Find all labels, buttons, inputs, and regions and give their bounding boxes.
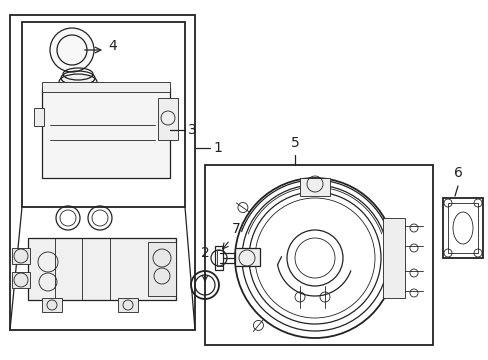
Text: 6: 6 [453, 166, 462, 180]
Bar [382, 218, 404, 298]
Text: 1: 1 [213, 141, 222, 155]
Text: 4: 4 [108, 39, 117, 53]
Circle shape [50, 28, 94, 72]
Bar [299, 178, 329, 196]
Text: 2: 2 [200, 246, 209, 260]
Bar [217, 250, 223, 266]
Text: 7: 7 [231, 222, 240, 236]
Bar [10, 15, 195, 330]
Bar [42, 298, 62, 312]
Bar [118, 298, 138, 312]
Bar [204, 165, 432, 345]
Bar [447, 203, 477, 253]
Bar [158, 98, 178, 140]
Bar [42, 88, 170, 178]
Bar [12, 272, 30, 288]
Bar [442, 198, 482, 258]
Bar [215, 246, 223, 270]
Bar [12, 248, 30, 264]
Text: 3: 3 [187, 123, 196, 137]
Bar [235, 248, 260, 266]
Bar [148, 242, 176, 296]
Bar [22, 22, 184, 207]
Bar [34, 108, 44, 126]
Ellipse shape [59, 74, 97, 90]
Text: 5: 5 [290, 136, 299, 150]
Bar [28, 238, 176, 300]
Bar [42, 82, 170, 92]
